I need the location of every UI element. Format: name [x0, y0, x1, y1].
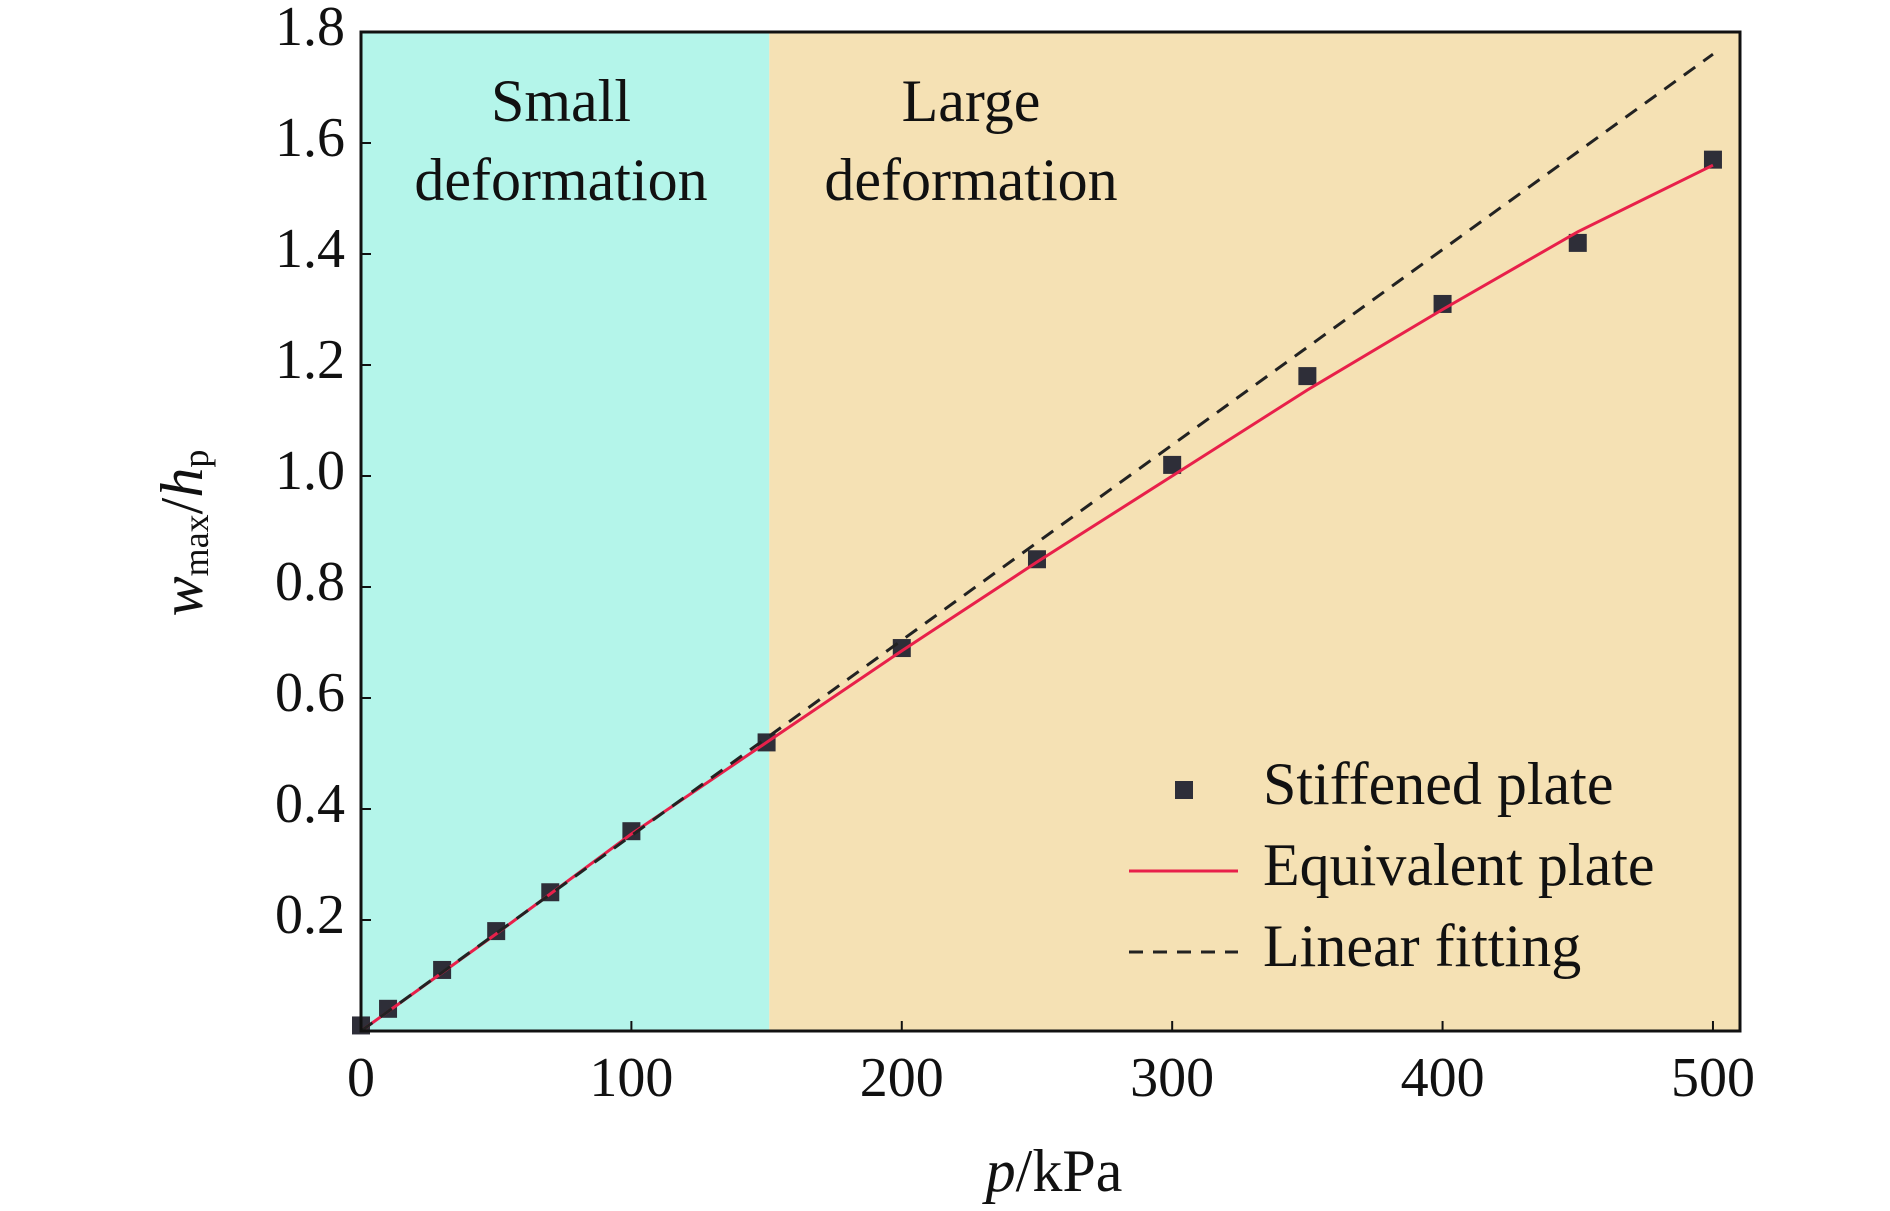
marker — [1163, 455, 1182, 474]
x-tick-label: 100 — [589, 1047, 673, 1109]
y-tick-label: 1.6 — [275, 107, 345, 169]
region — [769, 32, 1740, 1031]
y-tick-label: 1.0 — [275, 440, 345, 502]
y-tick-label: 0.8 — [275, 551, 345, 613]
x-axis-label: p/kPa — [982, 1138, 1123, 1204]
region-label: Large — [902, 68, 1041, 134]
series-line — [360, 52, 1714, 1033]
y-label-part: h — [149, 468, 215, 498]
legend-label: Equivalent plate — [1263, 832, 1655, 898]
x-tick-label: 200 — [860, 1047, 944, 1109]
y-label-part: p — [176, 450, 216, 468]
y-label-part: max — [176, 514, 216, 576]
y-tick-label: 0.4 — [275, 773, 345, 835]
x-tick-label: 400 — [1401, 1047, 1485, 1109]
y-label-part: w — [149, 576, 215, 616]
marker — [1703, 150, 1722, 169]
x-label-part: p — [982, 1138, 1016, 1204]
y-label-part: / — [149, 497, 215, 514]
legend-label: Linear fitting — [1263, 913, 1581, 979]
y-tick-label: 1.2 — [275, 329, 345, 391]
y-tick-label: 0.2 — [275, 884, 345, 946]
region-label: deformation — [414, 147, 707, 213]
region-label: Small — [491, 68, 631, 134]
y-axis-label: wmax/hp — [149, 450, 217, 617]
region-label: deformation — [824, 147, 1117, 213]
region — [361, 32, 770, 1031]
marker — [1298, 367, 1317, 386]
x-tick-label: 0 — [347, 1047, 375, 1109]
y-tick-label: 0.6 — [275, 662, 345, 724]
x-tick-label: 500 — [1671, 1047, 1755, 1109]
x-tick-label: 300 — [1130, 1047, 1214, 1109]
y-tick-label: 1.8 — [275, 0, 345, 58]
x-label-part: /kPa — [1016, 1138, 1123, 1204]
y-tick-label: 1.4 — [275, 218, 345, 280]
legend-marker — [1175, 781, 1193, 799]
plot-frame — [359, 30, 1742, 1033]
series-line — [360, 163, 1714, 1033]
marker — [1568, 233, 1587, 252]
legend-label: Stiffened plate — [1263, 751, 1613, 817]
